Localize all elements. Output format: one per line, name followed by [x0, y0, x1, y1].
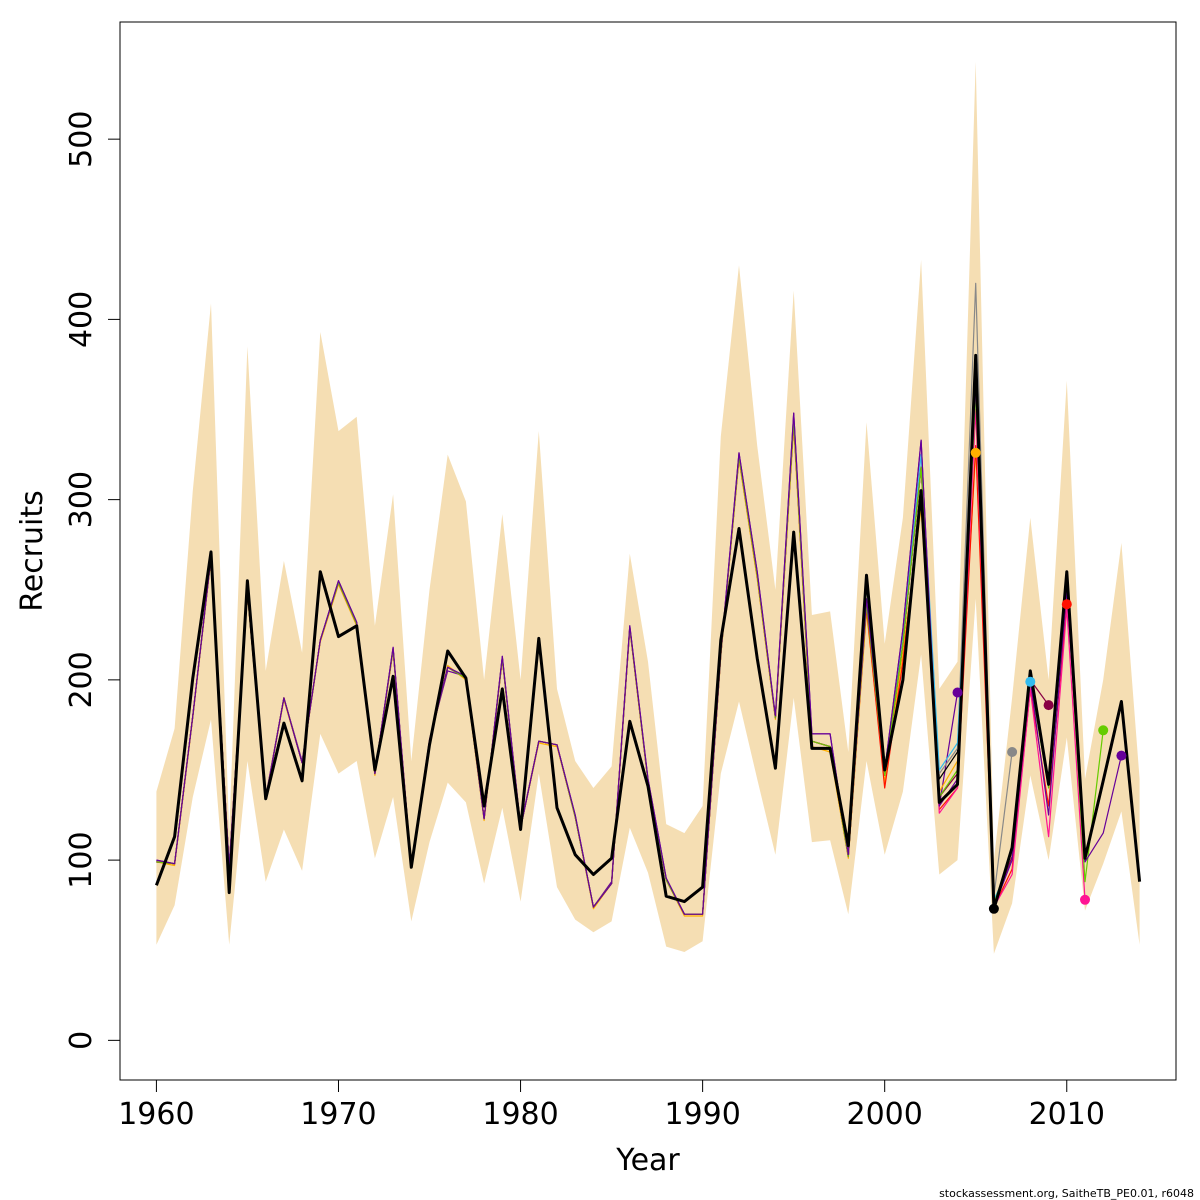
y-tick-label: 500 [64, 111, 99, 168]
series-endpoint-dot [1025, 676, 1036, 687]
series-endpoint-dot [988, 903, 999, 914]
series-endpoint-dot [1043, 700, 1054, 711]
x-tick-label: 1980 [482, 1097, 558, 1132]
series-endpoints [952, 447, 1127, 914]
x-axis-title: Year [615, 1143, 680, 1178]
series-endpoint-dot [1061, 599, 1072, 610]
y-tick-label: 0 [64, 1031, 99, 1050]
y-tick-label: 400 [64, 291, 99, 348]
y-axis: 0 100 200 300 400 500 [64, 111, 121, 1050]
y-tick-label: 300 [64, 471, 99, 528]
x-tick-label: 1970 [300, 1097, 376, 1132]
series-endpoint-dot [1116, 750, 1127, 761]
series-line [154, 353, 1142, 911]
y-tick-label: 200 [64, 651, 99, 708]
x-tick-label: 1990 [664, 1097, 740, 1132]
series-endpoint-dot [1080, 894, 1090, 905]
series-endpoint-dot [1007, 747, 1018, 757]
x-tick-label: 2000 [847, 1097, 923, 1132]
x-axis: 1960 1970 1980 1990 2000 2010 [118, 1079, 1105, 1132]
series-endpoint-dot [1098, 725, 1109, 736]
series-endpoint-dot [970, 447, 981, 458]
x-tick-label: 2010 [1029, 1097, 1105, 1132]
y-axis-title: Recruits [15, 490, 50, 612]
series-lines [154, 282, 1142, 917]
series-endpoint-dot [952, 687, 963, 698]
y-tick-label: 100 [64, 831, 99, 888]
x-tick-label: 1960 [118, 1097, 194, 1132]
footnote: stockassessment.org, SaitheTB_PE0.01, r6… [939, 1187, 1194, 1200]
